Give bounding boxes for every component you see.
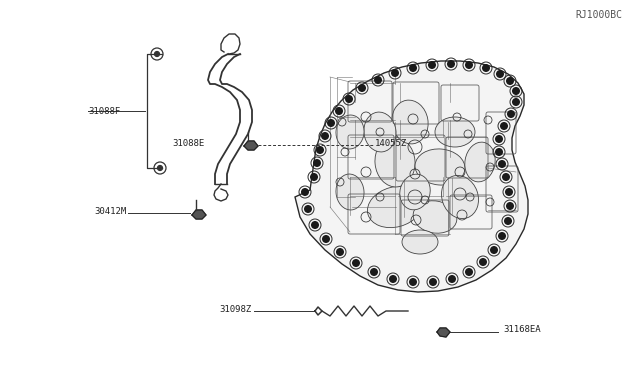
- Circle shape: [391, 69, 399, 77]
- Circle shape: [409, 64, 417, 72]
- Text: RJ1000BC: RJ1000BC: [575, 10, 622, 20]
- Circle shape: [504, 217, 512, 225]
- Circle shape: [154, 51, 159, 57]
- Circle shape: [505, 188, 513, 196]
- Circle shape: [301, 188, 309, 196]
- Ellipse shape: [415, 149, 465, 185]
- Circle shape: [409, 278, 417, 286]
- Ellipse shape: [392, 100, 428, 144]
- Circle shape: [498, 160, 506, 168]
- Ellipse shape: [364, 112, 396, 152]
- Circle shape: [512, 98, 520, 106]
- Circle shape: [428, 61, 436, 69]
- Circle shape: [327, 119, 335, 127]
- Circle shape: [506, 202, 514, 210]
- Text: 31088E: 31088E: [173, 140, 205, 148]
- Circle shape: [500, 122, 508, 130]
- Circle shape: [322, 235, 330, 243]
- Circle shape: [465, 268, 473, 276]
- Circle shape: [313, 159, 321, 167]
- Circle shape: [370, 268, 378, 276]
- Circle shape: [506, 77, 514, 85]
- Circle shape: [352, 259, 360, 267]
- Circle shape: [310, 173, 318, 181]
- Ellipse shape: [442, 176, 479, 219]
- Circle shape: [496, 70, 504, 78]
- Circle shape: [482, 64, 490, 72]
- Circle shape: [335, 107, 343, 115]
- Polygon shape: [192, 210, 206, 219]
- Ellipse shape: [400, 174, 430, 210]
- Polygon shape: [437, 328, 450, 337]
- Circle shape: [311, 221, 319, 229]
- Circle shape: [358, 84, 366, 92]
- Circle shape: [345, 95, 353, 103]
- Circle shape: [157, 166, 163, 170]
- Ellipse shape: [413, 201, 457, 233]
- Circle shape: [495, 148, 503, 156]
- Text: 30412M: 30412M: [95, 208, 127, 217]
- Circle shape: [389, 275, 397, 283]
- Circle shape: [502, 173, 510, 181]
- Ellipse shape: [465, 142, 495, 182]
- Circle shape: [316, 146, 324, 154]
- Polygon shape: [295, 61, 528, 292]
- Circle shape: [490, 246, 498, 254]
- Text: 31088F: 31088F: [88, 108, 120, 116]
- Text: 31098Z: 31098Z: [220, 305, 252, 314]
- Ellipse shape: [435, 117, 475, 147]
- Circle shape: [512, 87, 520, 95]
- Circle shape: [336, 248, 344, 256]
- Circle shape: [495, 135, 503, 143]
- Circle shape: [479, 258, 487, 266]
- Circle shape: [507, 110, 515, 118]
- Ellipse shape: [336, 115, 364, 149]
- Circle shape: [374, 76, 382, 84]
- Circle shape: [465, 61, 473, 69]
- Circle shape: [429, 278, 437, 286]
- Polygon shape: [244, 141, 258, 150]
- Text: 31168EA: 31168EA: [503, 324, 541, 334]
- Circle shape: [447, 60, 455, 68]
- Ellipse shape: [402, 230, 438, 254]
- Circle shape: [304, 205, 312, 213]
- Circle shape: [448, 275, 456, 283]
- Ellipse shape: [336, 174, 364, 210]
- Ellipse shape: [367, 186, 422, 228]
- Circle shape: [498, 232, 506, 240]
- Ellipse shape: [375, 137, 415, 187]
- Text: 14055Z: 14055Z: [375, 140, 407, 148]
- Circle shape: [321, 132, 329, 140]
